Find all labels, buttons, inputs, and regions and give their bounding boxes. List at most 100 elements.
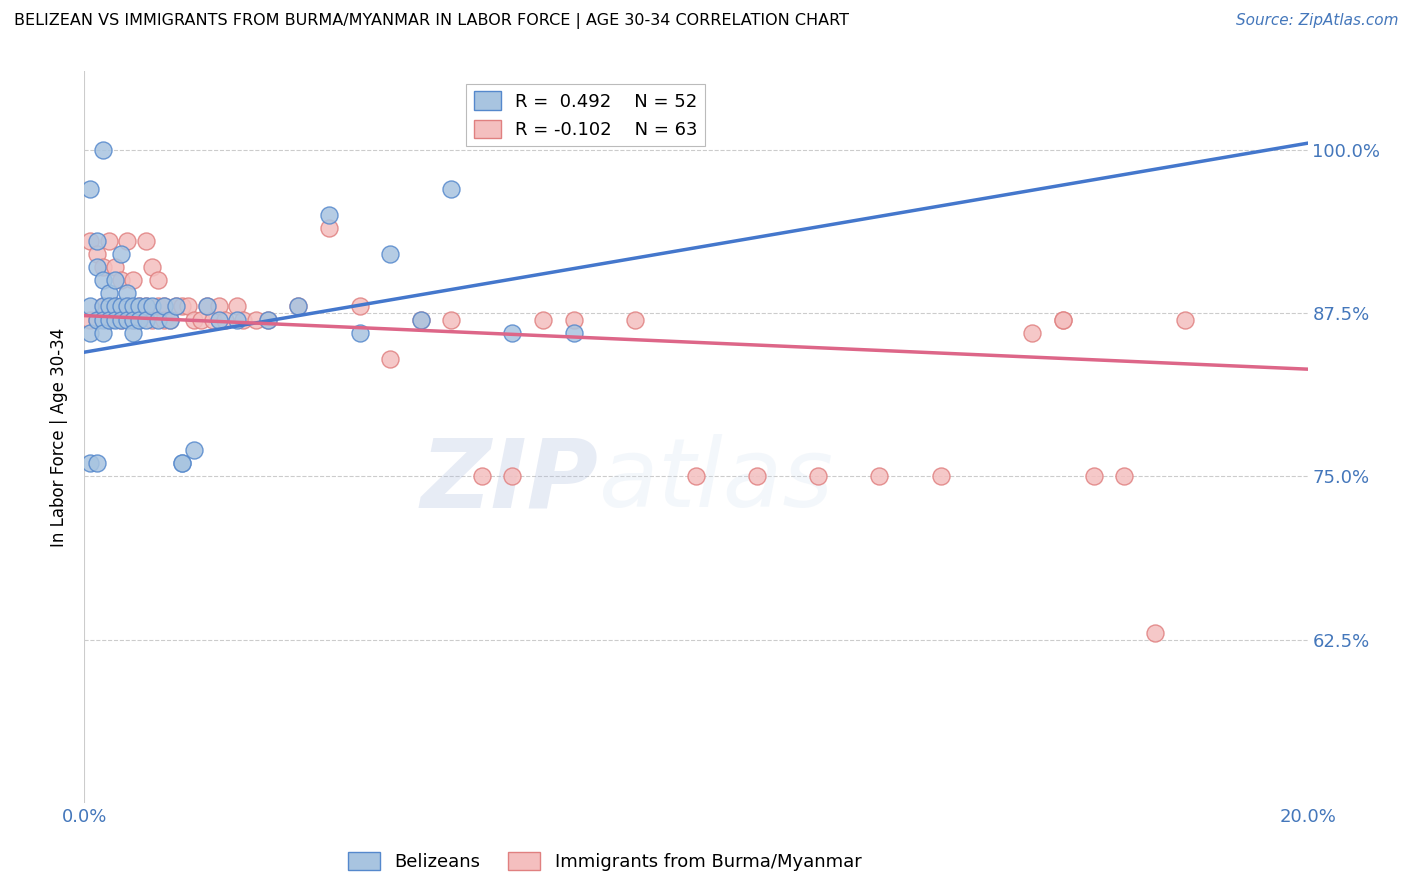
Point	[1174, 312, 1197, 326]
Point	[146, 273, 169, 287]
Point	[128, 300, 150, 314]
Point	[929, 469, 952, 483]
Point	[97, 286, 120, 301]
Point	[110, 312, 132, 326]
Point	[141, 312, 163, 326]
Point	[318, 208, 340, 222]
Point	[122, 312, 145, 326]
Point	[79, 326, 101, 340]
Point	[287, 300, 309, 314]
Point	[869, 469, 891, 483]
Point	[135, 300, 157, 314]
Point	[409, 312, 432, 326]
Point	[115, 286, 138, 301]
Point	[86, 247, 108, 261]
Point	[318, 221, 340, 235]
Point	[135, 300, 157, 314]
Legend: R =  0.492    N = 52, R = -0.102    N = 63: R = 0.492 N = 52, R = -0.102 N = 63	[467, 84, 704, 146]
Point	[91, 260, 114, 275]
Point	[183, 443, 205, 458]
Point	[91, 300, 114, 314]
Text: BELIZEAN VS IMMIGRANTS FROM BURMA/MYANMAR IN LABOR FORCE | AGE 30-34 CORRELATION: BELIZEAN VS IMMIGRANTS FROM BURMA/MYANMA…	[14, 13, 849, 29]
Point	[86, 260, 108, 275]
Point	[97, 312, 120, 326]
Point	[135, 234, 157, 248]
Point	[91, 300, 114, 314]
Point	[115, 300, 138, 314]
Point	[208, 300, 231, 314]
Point	[97, 312, 120, 326]
Point	[115, 300, 138, 314]
Point	[1083, 469, 1105, 483]
Point	[159, 312, 181, 326]
Point	[172, 456, 194, 470]
Point	[226, 312, 249, 326]
Point	[86, 234, 108, 248]
Point	[153, 312, 176, 326]
Point	[104, 260, 127, 275]
Text: ZIP: ZIP	[420, 434, 598, 527]
Point	[122, 312, 145, 326]
Point	[172, 300, 194, 314]
Point	[104, 312, 127, 326]
Point	[79, 234, 101, 248]
Point	[380, 247, 402, 261]
Point	[165, 300, 187, 314]
Point	[1052, 312, 1074, 326]
Point	[146, 312, 169, 326]
Point	[562, 312, 585, 326]
Point	[380, 351, 402, 366]
Point	[1114, 469, 1136, 483]
Point	[135, 312, 157, 326]
Point	[97, 234, 120, 248]
Y-axis label: In Labor Force | Age 30-34: In Labor Force | Age 30-34	[51, 327, 69, 547]
Point	[195, 300, 218, 314]
Legend: Belizeans, Immigrants from Burma/Myanmar: Belizeans, Immigrants from Burma/Myanmar	[340, 845, 869, 879]
Point	[409, 312, 432, 326]
Text: Source: ZipAtlas.com: Source: ZipAtlas.com	[1236, 13, 1399, 29]
Point	[177, 300, 200, 314]
Point	[531, 312, 554, 326]
Point	[153, 300, 176, 314]
Point	[502, 326, 524, 340]
Point	[104, 273, 127, 287]
Point	[624, 312, 647, 326]
Point	[86, 312, 108, 326]
Point	[104, 300, 127, 314]
Point	[141, 260, 163, 275]
Point	[1052, 312, 1074, 326]
Point	[440, 312, 463, 326]
Point	[1143, 626, 1166, 640]
Point	[122, 326, 145, 340]
Point	[502, 469, 524, 483]
Point	[115, 234, 138, 248]
Point	[110, 312, 132, 326]
Point	[79, 456, 101, 470]
Point	[183, 312, 205, 326]
Point	[146, 300, 169, 314]
Point	[97, 300, 120, 314]
Point	[165, 300, 187, 314]
Point	[141, 300, 163, 314]
Point	[245, 312, 267, 326]
Point	[91, 143, 114, 157]
Point	[79, 312, 101, 326]
Point	[226, 300, 249, 314]
Point	[159, 312, 181, 326]
Point	[122, 273, 145, 287]
Point	[201, 312, 224, 326]
Point	[79, 182, 101, 196]
Point	[257, 312, 280, 326]
Point	[91, 273, 114, 287]
Point	[122, 300, 145, 314]
Point	[128, 300, 150, 314]
Point	[287, 300, 309, 314]
Point	[115, 312, 138, 326]
Point	[685, 469, 707, 483]
Point	[195, 300, 218, 314]
Point	[79, 300, 101, 314]
Point	[214, 312, 236, 326]
Point	[86, 456, 108, 470]
Text: atlas: atlas	[598, 434, 834, 527]
Point	[86, 312, 108, 326]
